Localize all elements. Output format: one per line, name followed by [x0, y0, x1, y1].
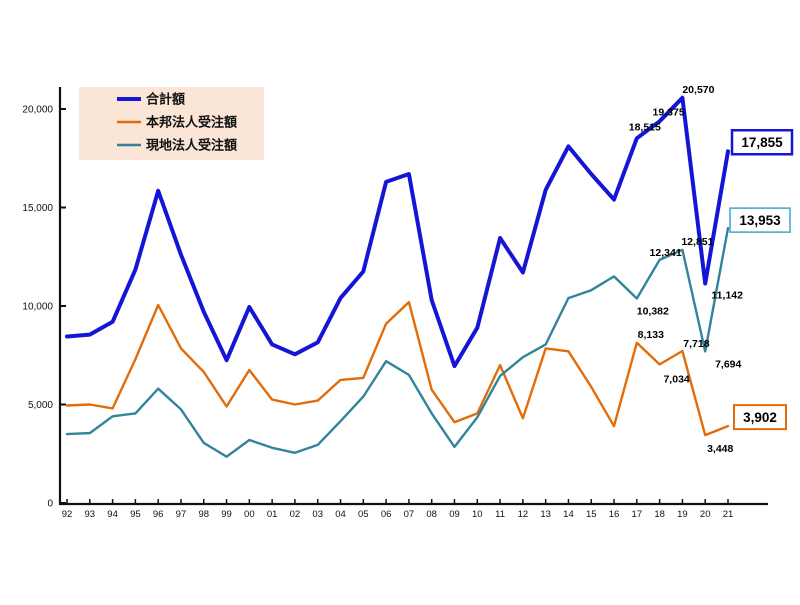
x-tick-label: 01 — [267, 509, 278, 520]
x-tick-label: 20 — [700, 509, 711, 520]
x-tick-label: 16 — [609, 509, 620, 520]
annotation-box-total-21 — [730, 129, 794, 156]
y-tick-label: 0 — [47, 499, 53, 510]
x-tick-label: 14 — [563, 509, 574, 520]
x-tick-label: 92 — [62, 509, 73, 520]
x-tick-label: 05 — [358, 509, 369, 520]
annotation-value-local-corp-21: 13,953 — [739, 213, 781, 228]
y-tick-label: 10,000 — [22, 302, 53, 313]
x-tick-label: 15 — [586, 509, 597, 520]
annotation-value-japan-corp-21: 3,902 — [743, 410, 777, 425]
x-tick-label: 95 — [130, 509, 141, 520]
x-tick-label: 96 — [153, 509, 164, 520]
legend-label-total: 合計額 — [146, 92, 185, 107]
annotation-value-total-17: 18,515 — [629, 121, 661, 133]
x-tick-label: 99 — [221, 509, 232, 520]
x-tick-label: 93 — [85, 509, 96, 520]
annotation-box-local-corp-21 — [729, 207, 791, 233]
x-tick-label: 04 — [335, 509, 346, 520]
annotation-value-total-19: 20,570 — [682, 84, 714, 96]
x-tick-label: 11 — [495, 509, 505, 520]
y-tick-label: 20,000 — [22, 105, 53, 116]
legend-label-local-corp: 現地法人受注額 — [146, 138, 237, 153]
x-tick-label: 13 — [540, 509, 551, 520]
x-tick-label: 08 — [426, 509, 437, 520]
x-tick-label: 02 — [290, 509, 301, 520]
annotation-box-japan-corp-21 — [733, 404, 787, 431]
y-tick-label: 15,000 — [22, 203, 53, 214]
annotation-value-japan-corp-18: 7,034 — [663, 373, 689, 385]
annotation-value-local-corp-19: 12,851 — [681, 236, 713, 248]
annotation-value-japan-corp-20: 3,448 — [707, 443, 733, 455]
series-line-japan-corp — [65, 300, 730, 437]
x-tick-label: 98 — [198, 509, 209, 520]
x-tick-label: 03 — [312, 509, 323, 520]
x-tick-label: 19 — [677, 509, 688, 520]
x-tick-label: 21 — [723, 509, 734, 520]
x-tick-label: 10 — [472, 509, 483, 520]
annotation-value-local-corp-17: 10,382 — [637, 305, 669, 317]
x-tick-label: 07 — [404, 509, 415, 520]
x-tick-label: 09 — [449, 509, 460, 520]
series-line-total — [65, 95, 730, 369]
y-tick-label: 5,000 — [28, 400, 53, 411]
x-tick-label: 94 — [107, 509, 118, 520]
annotation-value-japan-corp-19: 7,718 — [683, 338, 709, 350]
x-tick-label: 00 — [244, 509, 255, 520]
legend-label-japan-corp: 本邦法人受注額 — [146, 115, 237, 130]
annotation-value-total-18: 19,375 — [653, 106, 685, 118]
annotation-value-local-corp-20: 7,694 — [715, 358, 741, 370]
x-tick-label: 06 — [381, 509, 392, 520]
x-tick-label: 12 — [518, 509, 529, 520]
series-line-local-corp — [65, 226, 730, 458]
legend-background — [79, 87, 264, 160]
annotation-value-local-corp-18: 12,341 — [650, 247, 682, 259]
annotation-value-total-21: 17,855 — [741, 135, 783, 150]
x-tick-label: 17 — [632, 509, 643, 520]
x-tick-label: 97 — [176, 509, 187, 520]
x-tick-label: 18 — [654, 509, 665, 520]
annotation-value-japan-corp-17: 8,133 — [638, 329, 664, 341]
annotation-value-total-20: 11,142 — [711, 290, 743, 302]
